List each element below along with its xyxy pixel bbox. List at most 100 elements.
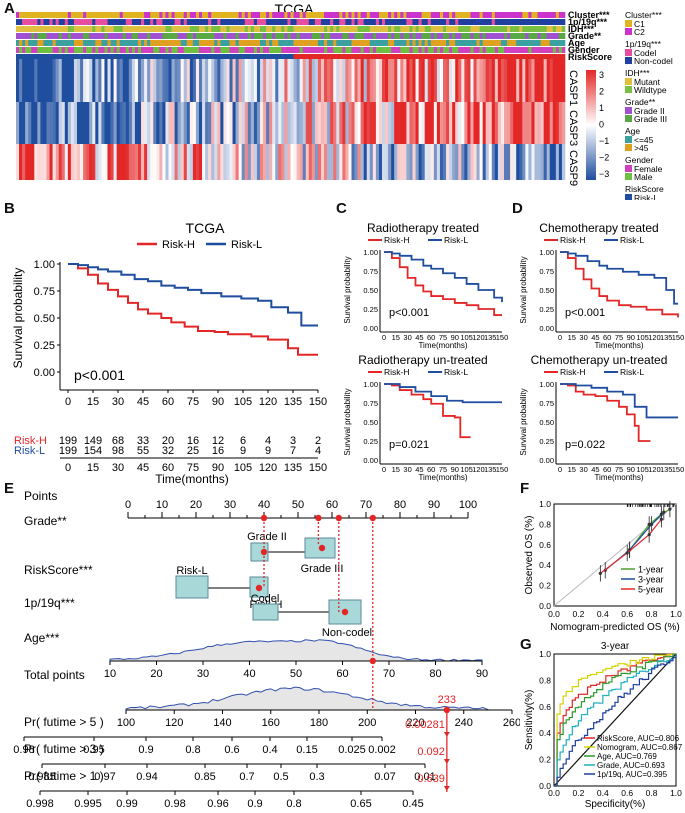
km-small-xtick: 0 <box>558 465 562 474</box>
km-small-ytick: 0.75 <box>539 399 554 408</box>
risk-table-value: 12 <box>212 435 224 447</box>
km-small-xtick: 90 <box>451 465 459 474</box>
total-points-tick: 120 <box>165 717 183 729</box>
km-curve-risk-h <box>68 263 318 356</box>
risk-table-value: 16 <box>212 445 224 457</box>
roc-ytick: 0.8 <box>539 675 551 685</box>
nomogram-row-label: Age*** <box>24 631 60 645</box>
points-tick: 60 <box>326 499 338 511</box>
km-small-xtick: 90 <box>627 333 635 342</box>
annotation-label: 1p/19q*** <box>568 17 608 27</box>
codel-box <box>252 603 279 621</box>
points-tick: 50 <box>292 499 304 511</box>
km-small-xtick: 60 <box>427 465 435 474</box>
km-small-ytick: 0.00 <box>539 456 554 465</box>
km-small-ytick: 0.50 <box>539 418 554 427</box>
km-main-ytick: 0.00 <box>34 367 55 379</box>
risk-l-box <box>175 575 209 599</box>
age-tick: 70 <box>383 668 395 680</box>
km-small-legend-h: Risk-H <box>560 367 586 377</box>
km-small-ytick: 0.75 <box>363 267 378 276</box>
risk-table-xtick: 90 <box>212 462 224 474</box>
km-main-legend-h: Risk-H <box>162 239 195 251</box>
km-small-ylabel: Survival probability <box>519 256 528 323</box>
km-small-curve-h <box>560 383 651 442</box>
legend-swatch <box>625 144 632 151</box>
legend-group-title: Grade** <box>625 97 656 107</box>
points-tick: 20 <box>190 499 202 511</box>
risk-table-xtick: 150 <box>309 462 327 474</box>
km-small-title: Radiotherapy treated <box>367 221 479 235</box>
legend-item-label: Risk-L <box>634 193 658 200</box>
colorbar-tick: −1 <box>599 136 609 146</box>
legend-item-label: Mutant <box>634 77 661 87</box>
km-small-xtick: 105 <box>460 333 473 342</box>
age-tick: 60 <box>336 668 348 680</box>
km-main-ylabel: Survival probability <box>11 268 25 369</box>
km-small-xtick: 45 <box>415 465 423 474</box>
probability-tick: 0.95 <box>83 744 104 756</box>
km-main-xtick: 75 <box>187 396 199 408</box>
legend-swatch <box>625 28 632 35</box>
roc-ytick: 0.0 <box>539 781 551 791</box>
km-small-xtick: 105 <box>636 465 649 474</box>
risk-table-xtick: 30 <box>112 462 124 474</box>
probability-tick: 0.3 <box>309 771 324 783</box>
km-small-ytick: 1.00 <box>363 248 378 257</box>
probability-tick: 0.96 <box>207 798 228 810</box>
age-tick: 80 <box>429 668 441 680</box>
annotation-label: IDH*** <box>568 24 595 34</box>
total-points-tick: 160 <box>262 717 280 729</box>
probability-tick: 0.85 <box>194 771 215 783</box>
km-main-xtick: 60 <box>162 396 174 408</box>
km-main-ytick: 0.25 <box>34 340 55 352</box>
km-main-title: TCGA <box>186 220 226 236</box>
points-tick: 80 <box>394 499 406 511</box>
probability-tick: 0.98 <box>164 798 185 810</box>
km-small-xtick: 120 <box>648 333 661 342</box>
km-main-legend-l: Risk-L <box>231 239 262 251</box>
probability-tick: 0.998 <box>26 798 54 810</box>
nomogram-row-label: Pr( futime > 3 ) <box>24 742 104 756</box>
roc-legend-label: Nomogram, AUC=0.867 <box>597 743 683 752</box>
legend-swatch <box>625 115 632 122</box>
calibration-legend-label: 1-year <box>638 565 664 575</box>
annotation-rows <box>16 12 566 60</box>
probability-tick: 0.025 <box>338 744 366 756</box>
calibration-xtick: 0.0 <box>548 609 560 619</box>
roc-curve <box>554 654 677 787</box>
km-small-xtick: 150 <box>672 465 685 474</box>
km-small-ytick: 0.25 <box>363 437 378 446</box>
nomogram-row-label: 1p/19q*** <box>24 596 75 610</box>
legend-item-label: Codel <box>634 48 656 58</box>
roc-legend-label: 1p/19q, AUC=0.395 <box>597 770 668 779</box>
km-small-xtick: 150 <box>672 333 685 342</box>
km-small-xtick: 60 <box>603 465 611 474</box>
risk-table-value: 55 <box>137 445 149 457</box>
gene-label-casp3: CASP3 <box>567 110 579 146</box>
roc-curve <box>554 653 676 787</box>
km-small-ytick: 1.00 <box>363 380 378 389</box>
roc-legend-label: Age, AUC=0.769 <box>597 752 657 761</box>
risk-table-xtick: 105 <box>234 462 252 474</box>
calibration-legend-label: 5-year <box>638 585 664 595</box>
km-small-xlabel: Time(months) <box>594 341 643 350</box>
panel-letter-g: G <box>520 636 532 653</box>
heatmap-panel: TCGA Cluster***1p/19q***IDH***Grade**Age… <box>16 1 673 200</box>
risk-table-value: 25 <box>187 445 199 457</box>
km-small-legend-h: Risk-H <box>384 235 410 245</box>
legend-item-label: Female <box>634 164 663 174</box>
km-small-xtick: 30 <box>579 465 587 474</box>
km-small-xlabel: Time(months) <box>594 473 643 482</box>
annotation-label: Age <box>568 38 585 48</box>
legend-swatch <box>625 57 632 64</box>
points-tick: 70 <box>360 499 372 511</box>
legend-swatch <box>625 136 632 143</box>
km-small-xtick: 105 <box>636 333 649 342</box>
calibration-xtick: 0.2 <box>572 609 584 619</box>
probability-value: 0.00281 <box>405 719 445 731</box>
nomogram-row-label: Points <box>24 489 57 503</box>
calibration-line <box>599 518 662 574</box>
